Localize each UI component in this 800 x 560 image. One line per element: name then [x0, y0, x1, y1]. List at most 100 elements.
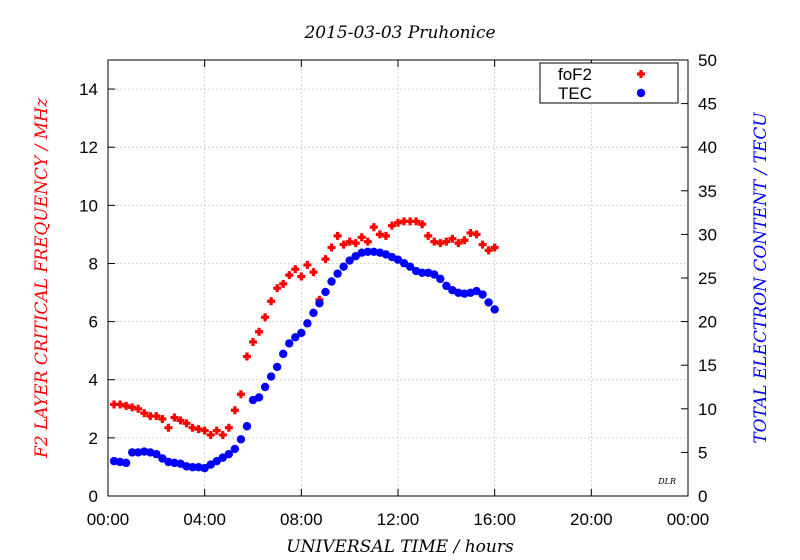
y-right-tick-label: 40	[698, 138, 717, 157]
foF2-point	[273, 284, 282, 293]
y-right-tick-label: 50	[698, 51, 717, 70]
x-axis-label: UNIVERSAL TIME / hours	[286, 537, 514, 557]
TEC-point	[417, 268, 427, 277]
foF2-point	[448, 234, 457, 243]
y-right-tick-label: 5	[698, 443, 707, 462]
foF2-point	[309, 268, 318, 277]
foF2-point	[200, 426, 209, 435]
TEC-point	[121, 458, 131, 468]
foF2-point	[279, 279, 288, 288]
foF2-point	[303, 260, 312, 269]
y-left-tick-label: 2	[89, 429, 98, 448]
foF2-point	[297, 272, 306, 281]
x-axis-tick-labels: 00:00 04:00 08:00 12:00 16:00 20:00 00:00	[87, 510, 710, 529]
x-tick-label: 12:00	[377, 510, 420, 529]
foF2-point	[454, 239, 463, 248]
foF2-point	[351, 239, 360, 248]
TEC-point	[478, 290, 487, 299]
y-left-tick-label: 10	[79, 196, 98, 215]
y-left-tick-label: 0	[89, 487, 98, 506]
TEC-point	[285, 339, 294, 348]
TEC-point	[152, 449, 161, 459]
foF2-point	[152, 412, 161, 421]
chart-title: 2015-03-03 Pruhonice	[303, 23, 495, 43]
foF2-point	[212, 426, 221, 435]
y-right-axis-tick-labels: 0 5 10 15 20 25 30 35 40 45 50	[698, 51, 717, 506]
y-right-axis-label: TOTAL ELECTRON CONTENT / TECU	[751, 112, 771, 444]
foF2-point	[218, 430, 227, 439]
foF2-point	[182, 419, 191, 428]
foF2-point	[230, 406, 239, 415]
foF2-point	[412, 217, 421, 226]
foF2-point	[134, 404, 143, 413]
TEC-point	[333, 269, 342, 278]
legend-label-foF2: foF2	[558, 65, 592, 84]
TEC-point	[436, 274, 445, 284]
foF2-point	[381, 231, 390, 240]
foF2-point	[164, 423, 173, 432]
TEC-point	[266, 372, 276, 381]
TEC-point	[339, 262, 348, 271]
TEC-point	[363, 247, 372, 257]
foF2-point	[339, 240, 348, 249]
y-right-tick-label: 45	[698, 95, 717, 114]
foF2-point	[261, 313, 270, 322]
x-tick-label: 08:00	[280, 510, 323, 529]
credit-label: DLR	[657, 477, 676, 486]
foF2-point	[387, 221, 396, 230]
legend-dot-marker	[636, 88, 646, 98]
foF2-point	[236, 390, 245, 399]
foF2-point	[176, 416, 185, 425]
TEC-point	[254, 393, 264, 402]
foF2-point	[333, 231, 342, 240]
foF2-point	[357, 233, 366, 242]
TEC-point	[321, 287, 330, 297]
y-right-tick-label: 25	[698, 269, 717, 288]
TEC-point	[279, 349, 288, 359]
y-right-tick-label: 35	[698, 182, 717, 201]
y-right-tick-label: 30	[698, 225, 717, 244]
foF2-point	[285, 271, 294, 280]
TEC-point	[405, 262, 415, 271]
TEC-point	[224, 449, 234, 459]
y-left-tick-label: 12	[79, 138, 98, 157]
TEC-point	[188, 463, 197, 472]
foF2-point	[170, 413, 179, 422]
y-left-axis-label: F2 LAYER CRITICAL FREQUENCY / MHz	[32, 97, 52, 459]
x-tick-label: 16:00	[473, 510, 516, 529]
legend-box	[539, 62, 679, 104]
x-tick-label: 04:00	[183, 510, 226, 529]
foF2-point	[442, 237, 451, 246]
foF2-point	[242, 352, 251, 361]
TEC-point	[490, 305, 499, 314]
y-left-tick-label: 4	[89, 371, 98, 390]
foF2-point	[140, 409, 149, 418]
y-left-axis-tick-labels: 0 2 4 6 8 10 12 14	[79, 80, 98, 506]
legend: foF2 TEC	[539, 62, 679, 104]
y-right-tick-label: 0	[698, 487, 707, 506]
foF2-point	[363, 237, 372, 246]
foF2-point	[224, 423, 233, 432]
y-left-tick-label: 14	[79, 80, 98, 99]
series-foF2-points	[110, 217, 499, 439]
foF2-point	[158, 414, 167, 423]
y-right-tick-label: 20	[698, 313, 717, 332]
TEC-point	[297, 328, 306, 338]
legend-marker-foF2	[637, 70, 645, 78]
foF2-point	[484, 246, 493, 255]
TEC-point	[430, 270, 439, 279]
TEC-point	[260, 382, 270, 392]
TEC-point	[327, 277, 336, 286]
foF2-point	[267, 297, 276, 306]
foF2-point	[472, 230, 481, 239]
foF2-point	[424, 231, 433, 240]
y-left-tick-label: 8	[89, 254, 98, 273]
x-tick-label: 00:00	[87, 510, 130, 529]
foF2-point	[418, 220, 427, 229]
y-right-tick-label: 15	[698, 356, 717, 375]
TEC-point	[272, 362, 282, 372]
TEC-point	[236, 435, 246, 444]
legend-plus-marker	[637, 70, 645, 78]
foF2-point	[369, 223, 378, 232]
foF2-point	[255, 327, 264, 336]
